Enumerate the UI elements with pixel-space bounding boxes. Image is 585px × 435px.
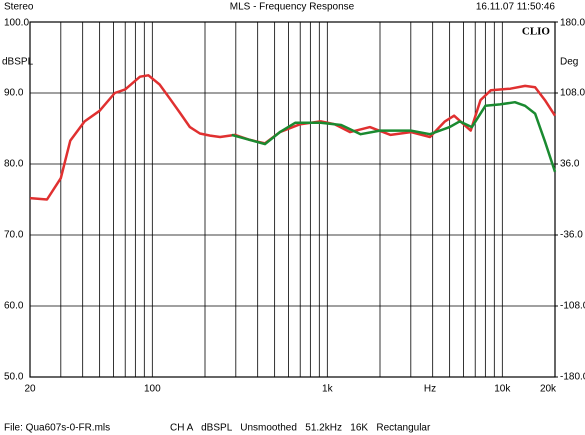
brand: CLIO: [522, 26, 551, 38]
x-tick-label: 20: [24, 384, 36, 395]
x-tick-label: 100: [144, 384, 161, 395]
y2-tick-label: 180.0: [560, 18, 585, 29]
footer-left: File: Qua607s-0-FR.mls: [4, 423, 110, 434]
plot-area: [29, 21, 556, 378]
x-tick-label: 1k: [322, 384, 334, 395]
y2-tick-label: 36.0: [560, 159, 580, 170]
y-axis-label: dBSPL: [2, 57, 34, 68]
x-tick-label: 20k: [540, 384, 557, 395]
y2-tick-label: -180.0: [560, 372, 585, 383]
y-tick-label: 50.0: [4, 372, 24, 383]
y2-tick-label: -36.0: [560, 230, 583, 241]
y-tick-label: 60.0: [4, 301, 24, 312]
y2-axis-label: Deg: [560, 57, 578, 68]
x-axis-label: Hz: [424, 384, 436, 395]
footer-right: CH A dBSPL Unsmoothed 51.2kHz 16K Rectan…: [170, 423, 431, 434]
y2-tick-label: 108.0: [560, 88, 585, 99]
y-tick-label: 100.0: [4, 18, 29, 29]
y2-tick-label: -108.0: [560, 301, 585, 312]
header-left: Stereo: [4, 2, 34, 13]
series-line: [231, 100, 557, 173]
header-right: 16.11.07 11:50:46: [476, 2, 556, 13]
y-tick-label: 70.0: [4, 230, 24, 241]
chart-title: MLS - Frequency Response: [230, 2, 355, 13]
x-tick-label: 10k: [494, 384, 511, 395]
y-tick-label: 90.0: [4, 88, 24, 99]
y-tick-label: 80.0: [4, 159, 24, 170]
